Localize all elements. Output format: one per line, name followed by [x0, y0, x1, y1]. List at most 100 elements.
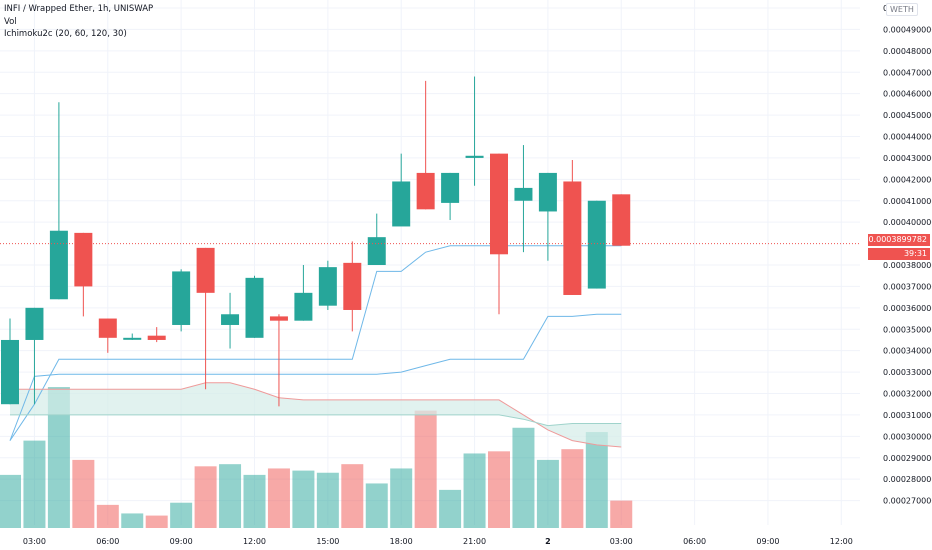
x-tick-label: 03:00	[610, 537, 633, 546]
countdown-label: 39:31	[868, 248, 930, 260]
indicator-line	[10, 382, 622, 448]
candle-body	[343, 262, 362, 310]
candle-body	[514, 187, 533, 201]
y-tick-label: 0.0002700000	[883, 497, 932, 506]
volume-bar	[145, 515, 168, 528]
volume-bar	[267, 468, 290, 528]
candle-body	[74, 232, 93, 287]
volume-bar	[463, 453, 486, 528]
candle-body	[25, 307, 44, 340]
candle-body	[98, 318, 117, 338]
x-tick-label: 09:00	[170, 537, 193, 546]
y-tick-label: 0.0004900000	[883, 25, 932, 34]
last-price-label: 0.0003899782	[868, 234, 930, 246]
y-tick-label: 0.0003600000	[883, 304, 932, 313]
candle-body	[612, 194, 631, 246]
volume-bar	[292, 470, 315, 528]
candle-body	[49, 230, 68, 300]
volume-bar	[512, 427, 535, 528]
x-tick-label: 09:00	[756, 537, 779, 546]
volume-bar	[316, 472, 339, 528]
candle-body	[441, 172, 460, 203]
candle-body	[416, 172, 435, 210]
volume-label[interactable]: Vol	[4, 16, 17, 27]
x-tick-label: 21:00	[463, 537, 486, 546]
indicator-label[interactable]: Ichimoku2c (20, 60, 120, 30)	[4, 29, 127, 39]
y-tick-label: 0.0003800000	[883, 261, 932, 270]
y-tick-label: 0.0004100000	[883, 197, 932, 206]
currency-badge[interactable]: WETH	[886, 3, 918, 16]
volume-bar	[243, 474, 266, 528]
candle-body	[465, 155, 484, 158]
volume-bar	[561, 449, 584, 528]
y-tick-labels: 0.0002700000 0.0002800000 0.0002900000 0.00…	[883, 4, 932, 506]
volume-bar	[47, 387, 70, 528]
y-tick-label: 0.0002800000	[883, 475, 932, 484]
y-tick-label: 0.0003300000	[883, 368, 932, 377]
candle-body	[269, 316, 288, 321]
candle-body	[245, 277, 264, 338]
indicator-line	[9, 245, 622, 441]
x-tick-labels: 03:00 06:00 09:00 12:00 15:00 18:00 21:00 2 03:0…	[23, 537, 853, 546]
volume-bar	[585, 432, 608, 528]
volume-bar	[365, 483, 388, 528]
x-tick-label: 06:00	[96, 537, 119, 546]
y-tick-label: 0.0004600000	[883, 90, 932, 99]
candle-body	[147, 335, 166, 340]
candle-body	[538, 172, 557, 212]
y-tick-label: 0.0004300000	[883, 154, 932, 163]
y-tick-label: 0.0003200000	[883, 390, 932, 399]
volume-bar	[0, 474, 21, 528]
y-tick-label: 0.0002900000	[883, 454, 932, 463]
volume-bar	[121, 513, 144, 528]
volume-bar	[610, 500, 633, 528]
y-tick-label: 0.0004000000	[883, 218, 932, 227]
y-tick-label: 0.0003500000	[883, 325, 932, 334]
volume-bars	[0, 387, 633, 528]
y-tick-label: 0.0003000000	[883, 432, 932, 441]
volume-bar	[488, 451, 510, 528]
candle-body	[392, 181, 411, 227]
candle-body	[563, 181, 582, 295]
candle-body	[221, 314, 240, 325]
volume-bar	[390, 468, 413, 528]
candle-body	[1, 339, 19, 405]
y-tick-label: 0.0004500000	[883, 111, 932, 120]
candle-body	[294, 292, 313, 321]
candle-body	[587, 200, 606, 289]
candle-body	[172, 271, 191, 325]
volume-bar	[96, 504, 119, 528]
candle-body	[367, 237, 386, 265]
symbol-title[interactable]: INFI / Wrapped Ether, 1h, UNISWAP	[4, 4, 154, 14]
x-tick-label: 06:00	[683, 537, 706, 546]
x-tick-label: 18:00	[390, 537, 413, 546]
volume-bar	[72, 459, 95, 528]
volume-bar	[341, 464, 364, 528]
volume-bar	[219, 464, 242, 528]
y-tick-label: 0.0004700000	[883, 68, 932, 77]
y-tick-label: 0.0004400000	[883, 133, 932, 142]
volume-bar	[194, 466, 217, 528]
y-tick-label: 0.0004200000	[883, 175, 932, 184]
volume-bar	[170, 502, 193, 528]
candles	[1, 76, 631, 407]
chart-legend: INFI / Wrapped Ether, 1h, UNISWAP Vol Ic…	[4, 3, 153, 41]
candle-body	[123, 337, 142, 340]
x-tick-label: 12:00	[830, 537, 853, 546]
x-tick-label: 12:00	[243, 537, 266, 546]
y-tick-label: 0.0003400000	[883, 347, 932, 356]
x-tick-label: 15:00	[316, 537, 339, 546]
indicator-line	[9, 313, 622, 441]
y-tick-label: 0.0003100000	[883, 411, 932, 420]
x-tick-label: 03:00	[23, 537, 46, 546]
x-tick-label: 2	[545, 537, 551, 546]
candle-body	[318, 267, 337, 306]
candle-body	[490, 153, 508, 255]
candle-body	[196, 247, 215, 293]
y-tick-label: 0.0004800000	[883, 47, 932, 56]
volume-bar	[536, 459, 559, 528]
indicator-line	[10, 414, 622, 427]
y-tick-label: 0.0003700000	[883, 282, 932, 291]
